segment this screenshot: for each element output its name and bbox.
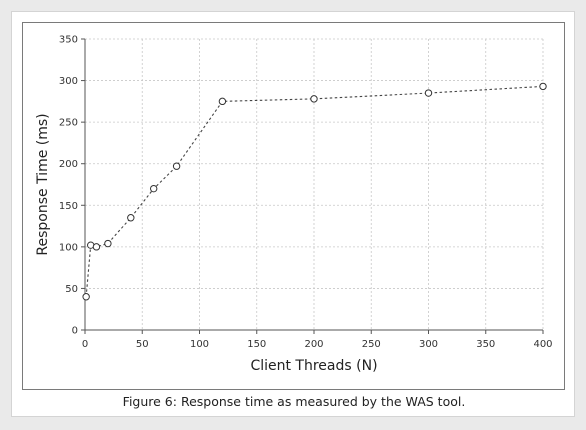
data-point <box>218 97 227 106</box>
y-tick-label: 100 <box>59 242 78 253</box>
y-tick-label: 300 <box>59 76 78 87</box>
data-point <box>127 214 135 222</box>
data-point <box>424 89 433 97</box>
x-tick-label: 150 <box>247 339 266 350</box>
y-tick-label: 0 <box>72 326 78 337</box>
response-time-chart: 0 50 100 150 200 250 300 350 400 0 50 100 150 200 250 3… <box>35 35 553 375</box>
y-tick-label: 250 <box>59 118 78 129</box>
data-point <box>172 162 181 170</box>
x-tick-label: 400 <box>533 339 552 350</box>
y-tick-label: 50 <box>65 284 78 295</box>
x-tick-label: 200 <box>304 339 323 350</box>
data-point <box>310 95 318 103</box>
chart-border <box>22 22 565 390</box>
data-point <box>82 293 90 301</box>
x-tick-label: 300 <box>419 339 438 350</box>
data-point <box>92 243 101 251</box>
data-point <box>104 239 112 248</box>
y-tick-label: 350 <box>59 35 78 46</box>
x-axis-title: Client Threads (N) <box>250 358 377 374</box>
x-tick-label: 250 <box>362 339 381 350</box>
data-point <box>150 184 158 193</box>
figure-frame: 0 50 100 150 200 250 300 350 400 0 50 100 150 200 250 3… <box>11 11 575 417</box>
y-tick-label: 200 <box>59 159 78 170</box>
y-axis-title: Response Time (ms) <box>35 113 51 255</box>
data-point <box>539 82 547 91</box>
x-tick-label: 0 <box>82 339 88 350</box>
figure-caption: Figure 6: Response time as measured by t… <box>122 394 466 409</box>
y-tick-label: 150 <box>59 201 78 212</box>
x-tick-label: 100 <box>190 339 209 350</box>
x-tick-label: 350 <box>476 339 495 350</box>
x-tick-label: 50 <box>136 339 149 350</box>
